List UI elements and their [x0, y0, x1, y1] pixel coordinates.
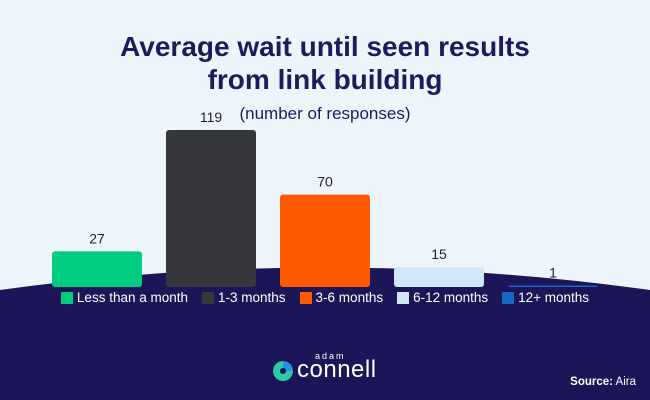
legend-swatch — [502, 291, 515, 304]
chart-title: Average wait until seen results from lin… — [0, 30, 650, 96]
bar — [280, 194, 370, 287]
legend-swatch — [299, 291, 312, 304]
bar-value-label: 70 — [317, 174, 333, 190]
brand-small-text: adam — [315, 351, 346, 361]
legend-swatch — [397, 291, 410, 304]
chart-subtitle: (number of responses) — [239, 104, 411, 123]
brand-swoosh-icon — [273, 361, 293, 381]
legend-label: 1-3 months — [218, 290, 286, 305]
chart-title-line-2: from link building — [207, 64, 443, 95]
bar-value-label: 15 — [431, 246, 447, 262]
legend-item: 1-3 months — [202, 290, 286, 305]
bar-value-label: 119 — [200, 109, 223, 125]
legend-item: 3-6 months — [299, 290, 384, 305]
source-note: Source: Aira — [570, 376, 636, 388]
legend: Less than a month 1-3 months 3-6 months … — [0, 290, 650, 305]
bar — [394, 267, 484, 287]
legend-label: 6-12 months — [413, 290, 489, 305]
legend-item: 12+ months — [502, 290, 589, 305]
brand-logo: adam connell — [272, 351, 377, 383]
legend-label: 12+ months — [518, 290, 590, 305]
legend-label: Less than a month — [76, 290, 188, 305]
bar-value-label: 27 — [89, 230, 105, 246]
bar — [52, 251, 142, 287]
bars-group — [52, 130, 598, 287]
chart-title-line-1: Average wait until seen results — [120, 31, 530, 62]
bar — [166, 130, 256, 287]
legend-item: Less than a month — [60, 290, 188, 305]
source-value: Aira — [615, 376, 636, 388]
value-labels-group: 27 119 70 15 1 — [89, 109, 557, 281]
brand-name: connell — [297, 356, 377, 383]
brand-wordmark: adam connell — [297, 351, 377, 383]
bottom-navy-wave — [0, 267, 650, 400]
source-label: Source: — [570, 376, 613, 388]
bar — [508, 285, 598, 287]
legend-label: 3-6 months — [315, 290, 384, 305]
legend-swatch — [202, 291, 214, 304]
legend-item: 6-12 months — [397, 290, 488, 305]
bar-value-label: 1 — [549, 265, 557, 281]
legend-swatch — [60, 291, 73, 304]
